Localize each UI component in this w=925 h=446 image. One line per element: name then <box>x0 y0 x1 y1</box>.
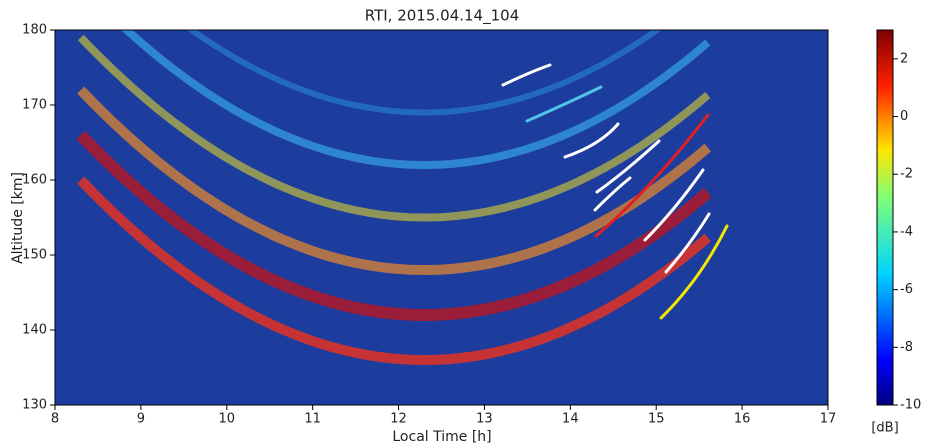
colorbar-tick-label: -4 <box>900 224 913 239</box>
colorbar-tick-label: -6 <box>900 282 913 297</box>
annotation-lines <box>501 63 729 320</box>
y-tick-label: 150 <box>22 248 47 263</box>
echo-band <box>77 34 711 222</box>
colorbar-label: [dB] <box>871 421 898 436</box>
y-tick-label: 170 <box>22 98 47 113</box>
colorbar-tick-label: -2 <box>900 167 913 182</box>
colorbar-tick-label: 0 <box>900 109 908 124</box>
echo-band <box>76 130 712 322</box>
x-tick-label: 10 <box>219 412 236 427</box>
x-axis-label: Local Time [h] <box>392 429 491 445</box>
x-tick-label: 14 <box>562 412 579 427</box>
y-tick-label: 140 <box>22 323 47 338</box>
colorbar <box>876 29 894 406</box>
y-axis-label: Altitude [km] <box>10 172 26 264</box>
x-tick-label: 17 <box>820 412 837 427</box>
colorbar-tick-label: 2 <box>900 51 908 66</box>
x-tick-label: 16 <box>734 412 751 427</box>
y-tick-label: 160 <box>22 173 47 188</box>
echo-band <box>186 30 663 116</box>
chart-title: RTI, 2015.04.14_104 <box>365 7 519 26</box>
x-tick-label: 8 <box>51 412 59 427</box>
y-tick-label: 180 <box>22 23 47 38</box>
colorbar-tick-label: -10 <box>900 398 921 413</box>
echo-band <box>120 30 711 170</box>
x-tick-label: 15 <box>648 412 665 427</box>
x-tick-label: 12 <box>390 412 407 427</box>
x-tick-label: 9 <box>137 412 145 427</box>
x-tick-label: 11 <box>304 412 321 427</box>
x-tick-label: 13 <box>476 412 493 427</box>
echo-band <box>77 86 712 276</box>
echo-layers <box>76 30 712 366</box>
y-tick-label: 130 <box>22 398 47 413</box>
colorbar-tick-label: -8 <box>900 340 913 355</box>
plot-frame <box>54 29 829 406</box>
echo-band <box>77 176 712 366</box>
